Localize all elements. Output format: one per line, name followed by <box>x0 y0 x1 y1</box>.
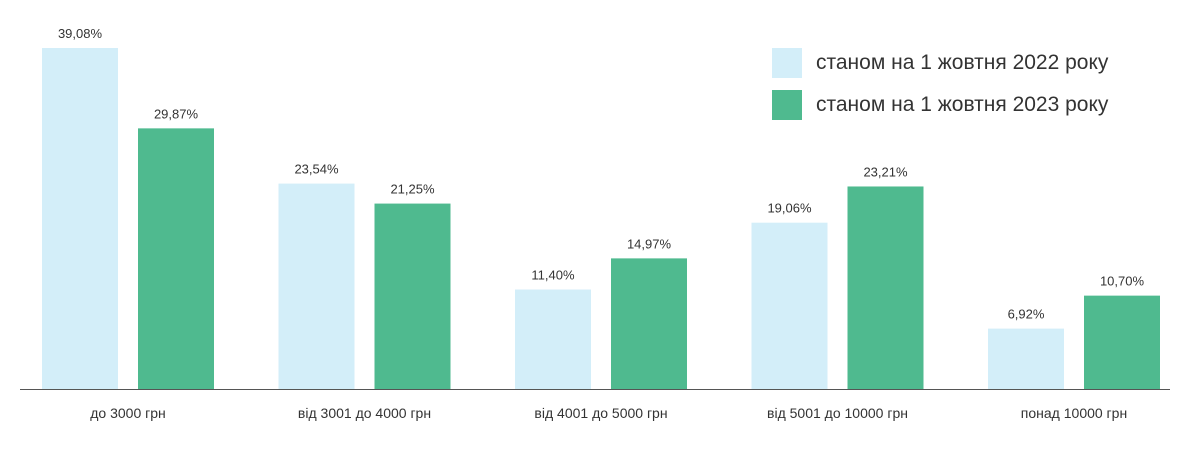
bar-2023-3 <box>847 186 924 389</box>
bar-2022-3 <box>751 222 828 389</box>
bar-2022-1 <box>278 183 355 389</box>
legend-item-2023: станом на 1 жовтня 2023 року <box>772 90 1108 120</box>
category-label-2: від 4001 до 5000 грн <box>534 405 667 421</box>
category-label-4: понад 10000 грн <box>1021 405 1127 421</box>
data-label-2023-4: 10,70% <box>1100 274 1145 289</box>
bar-2022-0 <box>42 48 118 389</box>
data-label-2022-1: 23,54% <box>294 162 339 177</box>
legend-item-2022: станом на 1 жовтня 2022 року <box>772 48 1108 78</box>
bar-2023-2 <box>611 258 687 389</box>
bar-2023-0 <box>138 128 214 389</box>
category-label-3: від 5001 до 10000 грн <box>767 405 908 421</box>
data-label-2023-1: 21,25% <box>390 182 435 197</box>
legend-label-2023: станом на 1 жовтня 2023 року <box>816 93 1109 116</box>
legend-label-2022: станом на 1 жовтня 2022 року <box>816 51 1109 74</box>
bar-2022-4 <box>988 328 1064 389</box>
data-label-2023-3: 23,21% <box>863 164 908 179</box>
legend-swatch-2022 <box>772 48 802 78</box>
data-label-2022-0: 39,08% <box>58 26 103 41</box>
data-label-2023-0: 29,87% <box>154 106 199 121</box>
legend: станом на 1 жовтня 2022 року станом на 1… <box>772 48 1108 132</box>
category-label-1: від 3001 до 4000 грн <box>298 405 431 421</box>
bar-2022-2 <box>515 289 591 389</box>
category-label-0: до 3000 грн <box>90 405 166 421</box>
legend-swatch-2023 <box>772 90 802 120</box>
data-label-2023-2: 14,97% <box>627 236 672 251</box>
data-label-2022-3: 19,06% <box>767 201 812 216</box>
bar-2023-4 <box>1084 295 1160 389</box>
data-label-2022-4: 6,92% <box>1008 307 1045 322</box>
data-label-2022-2: 11,40% <box>531 268 575 283</box>
bar-2023-1 <box>374 203 451 389</box>
